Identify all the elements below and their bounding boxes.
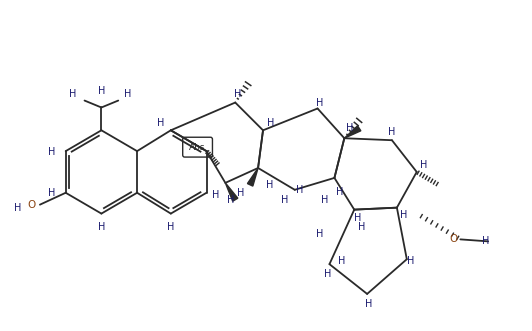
Text: H: H: [98, 222, 105, 232]
FancyBboxPatch shape: [182, 137, 212, 157]
Text: O: O: [450, 234, 458, 244]
Text: H: H: [336, 187, 343, 197]
Text: H: H: [14, 203, 22, 213]
Text: H: H: [69, 89, 76, 99]
Text: H: H: [124, 89, 132, 99]
Text: H: H: [388, 127, 396, 137]
Text: H: H: [296, 185, 303, 195]
Text: H: H: [324, 269, 331, 279]
Text: H: H: [234, 89, 241, 99]
Text: H: H: [365, 299, 373, 309]
Text: H: H: [212, 190, 219, 200]
Text: H: H: [227, 195, 234, 205]
Text: H: H: [316, 98, 323, 108]
Text: H: H: [167, 222, 174, 232]
Text: H: H: [407, 256, 414, 266]
Text: H: H: [98, 86, 105, 96]
Text: Abs: Abs: [189, 143, 206, 152]
Polygon shape: [344, 126, 361, 138]
Text: H: H: [420, 160, 427, 170]
Text: H: H: [281, 195, 288, 205]
Text: H: H: [237, 188, 244, 198]
Text: H: H: [338, 256, 345, 266]
Polygon shape: [247, 168, 258, 186]
Text: H: H: [346, 123, 353, 133]
Text: H: H: [483, 236, 490, 246]
Text: O: O: [28, 200, 36, 210]
Text: H: H: [157, 118, 164, 128]
Polygon shape: [226, 183, 238, 201]
Text: H: H: [400, 210, 408, 219]
Text: H: H: [354, 213, 361, 222]
Text: H: H: [321, 195, 328, 205]
Text: H: H: [267, 180, 273, 190]
Text: H: H: [358, 222, 365, 232]
Text: H: H: [316, 229, 323, 239]
Text: H: H: [48, 188, 55, 198]
Text: H: H: [48, 147, 55, 157]
Text: H: H: [267, 118, 275, 128]
